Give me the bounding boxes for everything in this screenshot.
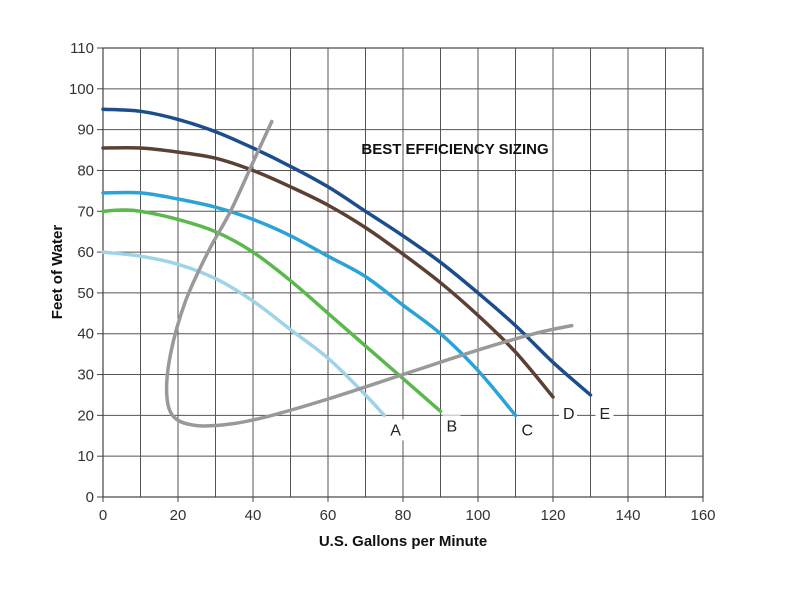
axes: 0 10 20 30 40 50 60 70 80 90 100 110 0 20 40 60 80 100 120… [69,40,716,524]
curve-label-b: B [447,418,458,435]
y-tick-label: 10 [77,448,94,465]
curve-d [101,145,555,399]
y-axis-title: Feet of Water [49,225,66,320]
y-tick-label: 60 [77,244,94,261]
curve-label-e: E [600,406,611,423]
x-tick-label: 120 [540,507,565,524]
y-tick-label: 0 [86,489,94,506]
curve-label-bg [442,415,461,437]
curve-label-a: A [390,422,401,439]
curve-label-bg [386,419,405,441]
x-tick-label: 40 [245,507,262,524]
y-tick-label: 40 [77,326,94,343]
x-axis-title: U.S. Gallons per Minute [319,533,487,550]
pump-curves [101,107,593,418]
curve-b [101,208,443,414]
curve-label-bg [517,419,536,441]
x-tick-label: 160 [690,507,715,524]
curve-label-c: C [522,422,534,439]
x-tick-label: 80 [395,507,412,524]
x-tick-label: 0 [99,507,107,524]
y-tick-label: 70 [77,203,94,220]
annotation-best-efficiency: BEST EFFICIENCY SIZING [361,141,548,158]
x-tick-label: 140 [615,507,640,524]
y-tick-label: 50 [77,285,94,302]
efficiency-envelope-line [164,119,574,428]
curve-labels: A B C D E [386,402,614,441]
x-tick-label: 60 [320,507,337,524]
curve-label-d: D [563,406,575,423]
efficiency-envelope-curve [164,119,574,428]
curve-label-bg [595,402,614,424]
plot-frame [102,47,704,498]
y-tick-label: 90 [77,122,94,139]
y-tick-label: 100 [69,81,94,98]
y-tick-label: 30 [77,367,94,384]
y-tick-label: 20 [77,407,94,424]
curve-label-bg [559,402,577,424]
curve-c [101,190,518,418]
y-tick-label: 80 [77,162,94,179]
grid [103,48,703,497]
x-tick-label: 100 [465,507,490,524]
x-tick-label: 20 [170,507,187,524]
curve-a [101,250,387,418]
curve-e [101,107,593,397]
y-tick-label: 110 [70,40,94,57]
